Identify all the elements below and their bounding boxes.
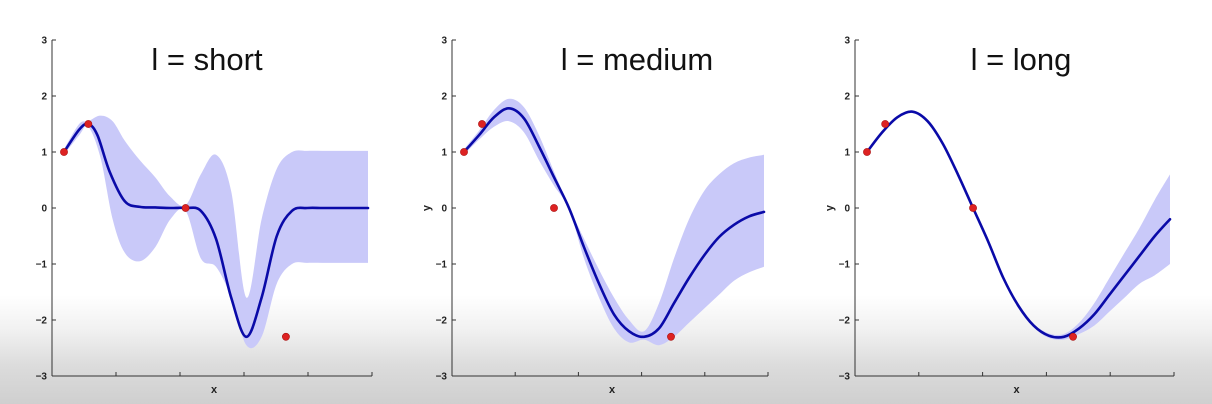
y-tick-label: 0	[844, 204, 850, 215]
y-tick-label: −3	[36, 372, 48, 383]
observation-point	[478, 120, 486, 128]
y-tick-label: −3	[839, 372, 851, 383]
observation-point	[667, 332, 675, 341]
observation-point	[969, 204, 977, 212]
y-tick-label: 3	[441, 36, 447, 47]
y-tick-label: −2	[36, 316, 48, 327]
x-axis-label: x	[1013, 384, 1020, 396]
y-tick-label: −2	[436, 316, 448, 327]
confidence-band	[64, 115, 368, 349]
observation-point	[460, 148, 468, 156]
observation-point	[282, 332, 290, 341]
chart-panel-long: −3 −2 −1 0 1 2 3 l = long x y	[824, 36, 1175, 396]
y-tick-label: −3	[436, 372, 448, 383]
y-tick-label: 1	[41, 148, 47, 159]
mean-line	[462, 107, 766, 339]
mean-line	[62, 122, 370, 339]
y-tick-label: −1	[436, 260, 448, 271]
y-tick-label: 0	[441, 204, 447, 215]
chart-panel-short: −3 −2 −1 0 1 2 3 l = short x	[36, 36, 373, 396]
chart-title: l = short	[151, 42, 263, 77]
observation-point	[60, 148, 68, 156]
y-tick-label: 3	[41, 36, 47, 47]
y-tick-label: 2	[844, 92, 850, 103]
observation-point	[550, 204, 558, 212]
y-tick-label: 3	[844, 36, 850, 47]
observation-point	[881, 120, 890, 128]
x-axis-label: x	[211, 384, 218, 396]
y-tick-label: 1	[844, 148, 850, 159]
y-tick-label: 0	[41, 204, 47, 215]
x-axis-label: x	[609, 384, 616, 396]
mean-line	[865, 110, 1172, 339]
chart-title: l = medium	[561, 42, 713, 77]
y-tick-label: 2	[441, 92, 447, 103]
y-tick-label: −1	[839, 260, 851, 271]
y-tick-label: −2	[839, 316, 851, 327]
y-tick-label: 1	[441, 148, 447, 159]
observation-point	[181, 204, 190, 212]
confidence-band	[464, 98, 764, 346]
observation-point	[84, 120, 93, 128]
y-axis-label: y	[824, 204, 836, 211]
observation-point	[863, 148, 871, 156]
chart-panel-medium: −3 −2 −1 0 1 2 3 l = medium x y	[421, 36, 769, 396]
y-tick-label: −1	[36, 260, 48, 271]
chart-title: l = long	[971, 42, 1072, 77]
observation-point	[1069, 332, 1077, 341]
y-axis-label: y	[421, 204, 433, 211]
y-tick-label: 2	[41, 92, 47, 103]
